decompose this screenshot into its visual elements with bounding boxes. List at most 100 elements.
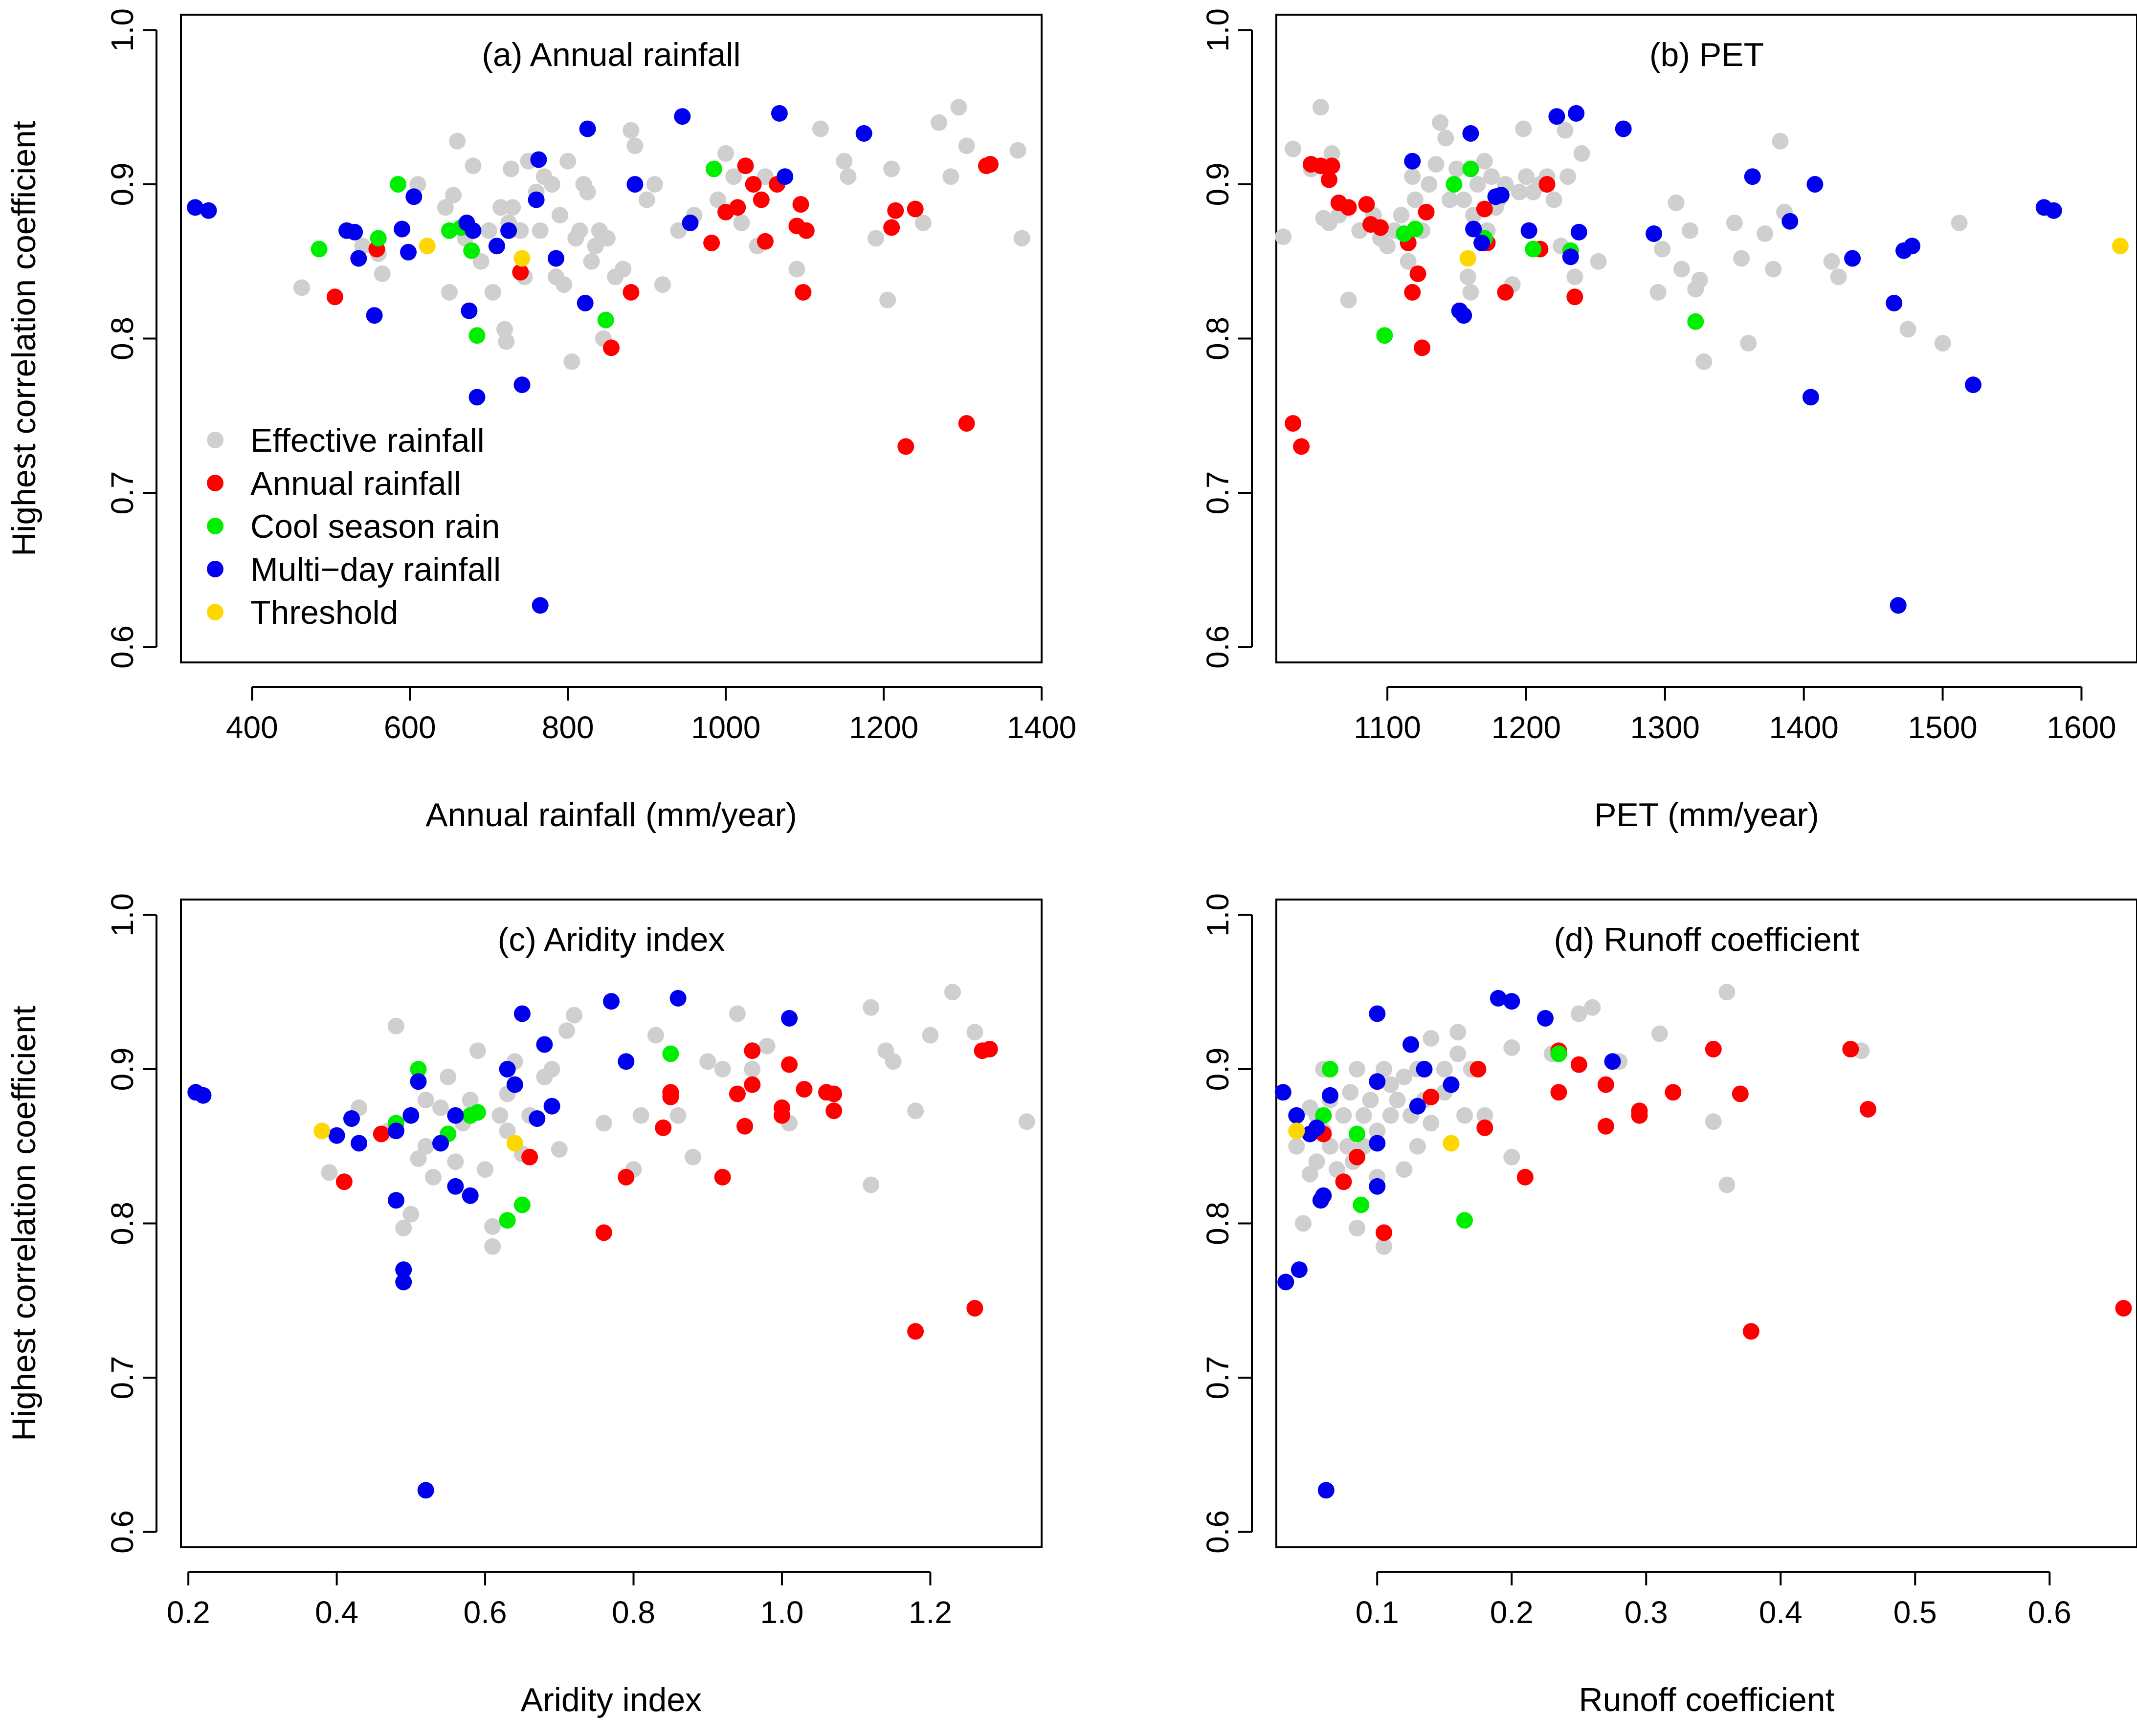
panel-4: (d) Runoff coefficient 0.1 0.2 0.3 0.4 0.5 0.6… (1200, 893, 2137, 1718)
data-point-effective-rainfall (757, 168, 774, 185)
data-point-effective-rainfall (1654, 241, 1671, 258)
data-point-multi-day-rainfall (388, 1192, 404, 1209)
x-tick-label: 600 (384, 710, 436, 745)
data-point-effective-rainfall (571, 222, 588, 239)
data-point-cool-season-rain (390, 176, 406, 193)
legend-marker (207, 604, 223, 620)
data-point-effective-rainfall (1459, 268, 1476, 286)
data-point-effective-rainfall (424, 1168, 442, 1186)
data-point-annual-rainfall (966, 1300, 983, 1317)
data-point-cool-season-rain (1353, 1196, 1370, 1213)
data-point-effective-rainfall (1718, 1176, 1736, 1193)
data-point-effective-rainfall (733, 214, 750, 231)
data-point-annual-rainfall (1842, 1041, 1859, 1057)
data-point-multi-day-rainfall (1490, 989, 1507, 1007)
data-point-effective-rainfall (1570, 1005, 1587, 1022)
data-point-annual-rainfall (1631, 1102, 1648, 1120)
data-point-multi-day-rainfall (1568, 105, 1585, 122)
data-point-effective-rainfall (1733, 250, 1750, 267)
data-point-cool-season-rain (1687, 313, 1704, 330)
series-effective-rainfall (293, 99, 1030, 370)
data-point-annual-rainfall (595, 1224, 612, 1241)
data-point-effective-rainfall (556, 276, 573, 293)
data-point-effective-rainfall (402, 1206, 420, 1223)
data-point-annual-rainfall (1423, 1088, 1440, 1105)
data-point-annual-rainfall (335, 1173, 353, 1190)
data-point-multi-day-rainfall (402, 1107, 420, 1124)
data-point-annual-rainfall (2115, 1300, 2132, 1317)
y-axis-label: Highest correlation coefficient (5, 1006, 43, 1441)
data-point-effective-rainfall (1934, 335, 1951, 352)
data-point-annual-rainfall (744, 1076, 761, 1093)
data-point-effective-rainfall (469, 1042, 486, 1059)
x-axis-label: Aridity index (521, 1681, 702, 1718)
data-point-annual-rainfall (883, 219, 900, 236)
data-point-multi-day-rainfall (1455, 307, 1472, 324)
x-tick-label: 1400 (1007, 710, 1076, 745)
data-point-annual-rainfall (887, 202, 904, 219)
y-tick-label: 0.7 (105, 471, 140, 514)
data-point-effective-rainfall (1404, 168, 1421, 185)
data-point-effective-rainfall (966, 1024, 983, 1041)
data-point-effective-rainfall (1295, 1215, 1312, 1232)
legend-label: Cool season rain (250, 508, 500, 545)
data-point-annual-rainfall (623, 284, 640, 301)
data-point-effective-rainfall (1559, 168, 1577, 185)
data-point-multi-day-rainfall (1369, 1005, 1386, 1022)
data-point-multi-day-rainfall (394, 220, 411, 238)
data-point-effective-rainfall (552, 207, 568, 224)
data-point-multi-day-rainfall (669, 989, 687, 1007)
data-point-multi-day-rainfall (1465, 220, 1482, 238)
data-point-effective-rainfall (1013, 230, 1030, 247)
data-point-annual-rainfall (1414, 339, 1431, 356)
data-point-cool-season-rain (1525, 241, 1542, 258)
data-point-effective-rainfall (729, 1005, 746, 1022)
data-point-effective-rainfall (1476, 153, 1493, 170)
data-point-effective-rainfall (914, 214, 932, 231)
data-point-multi-day-rainfall (532, 597, 549, 614)
data-point-effective-rainfall (626, 137, 644, 154)
data-point-annual-rainfall (1376, 1224, 1392, 1241)
panel-title: (b) PET (1649, 36, 1764, 73)
data-point-multi-day-rainfall (417, 1482, 434, 1499)
data-point-multi-day-rainfall (1274, 1084, 1291, 1101)
data-point-effective-rainfall (1349, 1061, 1365, 1077)
series-cool-season-rain (388, 1045, 679, 1229)
data-point-cool-season-rain (370, 230, 387, 247)
data-point-effective-rainfall (1476, 1107, 1493, 1124)
data-point-annual-rainfall (662, 1084, 679, 1101)
data-point-effective-rainfall (1573, 145, 1590, 162)
data-point-effective-rainfall (1557, 122, 1574, 139)
series-threshold (1288, 1122, 1460, 1152)
data-point-effective-rainfall (1342, 1084, 1359, 1101)
y-tick-label: 0.9 (105, 1048, 140, 1091)
data-point-annual-rainfall (326, 288, 343, 306)
data-point-effective-rainfall (840, 168, 857, 185)
panel-title: (c) Aridity index (498, 921, 725, 958)
data-point-threshold (1443, 1135, 1460, 1152)
data-point-effective-rainfall (1436, 1061, 1453, 1077)
data-point-annual-rainfall (745, 176, 762, 193)
y-axis-label: Highest correlation coefficient (5, 121, 43, 556)
data-point-effective-rainfall (632, 1107, 649, 1124)
data-point-effective-rainfall (710, 191, 726, 208)
series-threshold (313, 1122, 523, 1152)
series-multi-day-rainfall (1274, 989, 1621, 1499)
data-point-effective-rainfall (1455, 191, 1472, 208)
data-point-effective-rainfall (496, 321, 513, 338)
panel-1: (a) Annual rainfall 400 600 800 1000 1200 1400… (5, 8, 1076, 834)
data-point-multi-day-rainfall (462, 1187, 479, 1204)
data-point-threshold (506, 1135, 523, 1152)
data-point-effective-rainfall (1349, 1220, 1365, 1236)
data-point-annual-rainfall (1335, 1173, 1352, 1190)
x-tick-label: 0.4 (1759, 1595, 1803, 1630)
data-point-annual-rainfall (958, 415, 975, 432)
data-point-effective-rainfall (566, 1007, 583, 1024)
data-point-effective-rainfall (1312, 99, 1329, 116)
data-point-effective-rainfall (1421, 176, 1438, 193)
data-point-annual-rainfall (1340, 199, 1357, 216)
x-tick-label: 1200 (849, 710, 918, 745)
data-point-effective-rainfall (1566, 268, 1583, 286)
x-axis-label: PET (mm/year) (1594, 796, 1819, 834)
data-point-effective-rainfall (725, 168, 742, 185)
